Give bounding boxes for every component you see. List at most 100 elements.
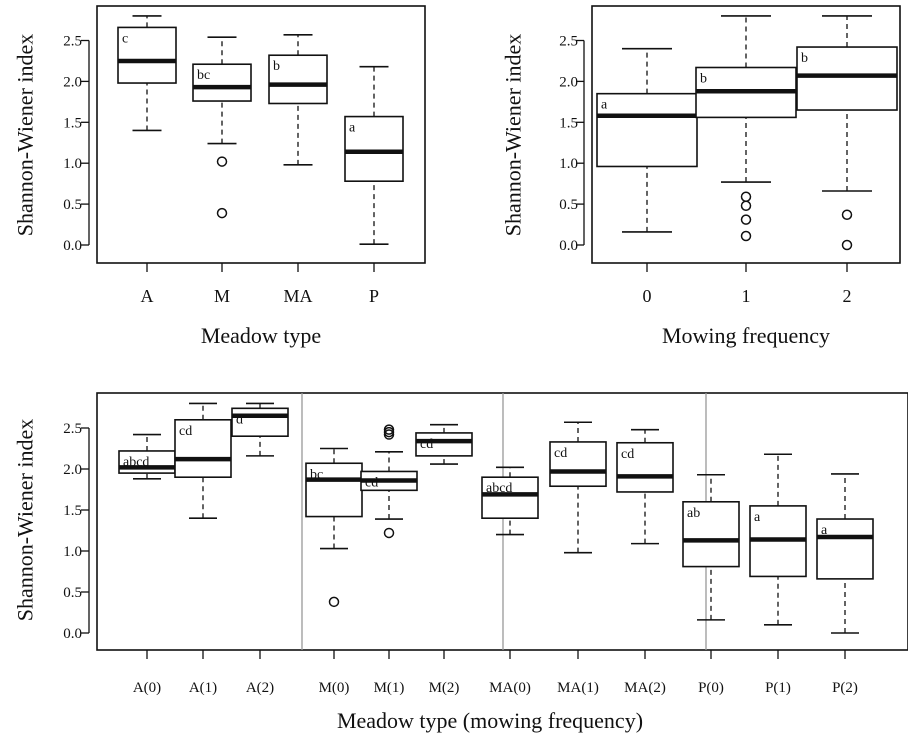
significance-letter: cd (621, 447, 634, 462)
box-M(2): cd (415, 423, 473, 465)
x-tick-label: A (141, 286, 154, 306)
box-P(1): a (749, 453, 807, 626)
box-rect (268, 54, 328, 105)
y-tick-label: 2.5 (63, 34, 82, 50)
box-MA: b (268, 33, 328, 166)
box-P(2): a (816, 473, 874, 634)
significance-letter: b (801, 51, 808, 66)
x-tick-label: P(0) (698, 680, 724, 696)
outlier-point (216, 207, 228, 219)
y-axis-title: Shannon-Wiener index (13, 34, 38, 237)
significance-letter: a (821, 523, 828, 538)
y-tick-label: 0.5 (63, 197, 82, 213)
box-MA(1): cd (549, 421, 607, 554)
significance-letter: a (349, 121, 356, 136)
y-tick-label: 1.5 (63, 503, 82, 519)
x-tick-label: A(0) (133, 680, 161, 696)
box-rect (192, 63, 252, 102)
significance-letter: b (273, 59, 280, 74)
outlier-point (740, 230, 752, 242)
box-rect (117, 26, 177, 84)
y-tick-label: 1.0 (63, 156, 82, 172)
box-rect (305, 462, 363, 518)
significance-letter: abcd (123, 455, 149, 470)
x-axis-title: Mowing frequency (662, 323, 830, 348)
x-tick-label: A(2) (246, 680, 274, 696)
plot-frame (96, 5, 426, 264)
chart-panel-3: 0.0 0.5 1.0 1.5 2.0 2.5 Shannon-Wiener index A(… (13, 392, 908, 733)
y-tick-label: 2.0 (63, 462, 82, 478)
y-tick-label: 1.5 (559, 115, 578, 131)
box-1: b (695, 15, 797, 242)
y-tick-label: 2.5 (63, 421, 82, 437)
y-tick-label: 1.5 (63, 115, 82, 131)
box-rect (415, 432, 473, 457)
box-rect (596, 92, 698, 168)
x-tick-label: MA(1) (557, 680, 599, 696)
box-A(2): d (231, 402, 289, 457)
x-tick-label: P(1) (765, 680, 791, 696)
box-M(0): bc (305, 447, 363, 608)
outlier-point (740, 191, 752, 202)
x-tick-label: MA(2) (624, 680, 666, 696)
significance-letter: b (700, 71, 707, 86)
significance-letter: a (601, 98, 608, 113)
box-rect (549, 441, 607, 488)
box-A(0): abcd (118, 433, 176, 480)
box-MA(2): cd (616, 428, 674, 545)
significance-letter: c (122, 31, 128, 46)
significance-letter: bc (197, 68, 210, 83)
box-M: bc (192, 36, 252, 219)
outlier-point (841, 209, 853, 220)
significance-letter: cd (365, 475, 378, 490)
box-rect (796, 46, 898, 111)
significance-letter: cd (420, 437, 433, 452)
outlier-point (383, 429, 395, 440)
x-tick-label: MA(0) (489, 680, 531, 696)
y-tick-label: 0.0 (559, 238, 578, 254)
y-tick-label: 2.5 (559, 34, 578, 50)
chart-panel-1: 0.0 0.5 1.0 1.5 2.0 2.5 Shannon-Wiener index A M… (13, 5, 426, 348)
box-P: a (344, 65, 404, 245)
y-tick-label: 0.0 (63, 626, 82, 642)
significance-letter: ab (687, 506, 700, 521)
x-tick-label: P (369, 286, 379, 306)
y-tick-label: 2.0 (63, 74, 82, 90)
box-P(0): ab (682, 473, 740, 621)
outlier-point (216, 156, 228, 167)
box-A: c (117, 15, 177, 132)
x-tick-label: 2 (843, 286, 852, 306)
significance-letter: bc (310, 467, 323, 482)
y-tick-label: 0.5 (63, 585, 82, 601)
x-tick-label: M(1) (374, 680, 405, 696)
significance-letter: abcd (486, 481, 512, 496)
box-rect (231, 407, 289, 438)
y-axis-title: Shannon-Wiener index (13, 419, 38, 622)
significance-letter: d (236, 412, 243, 427)
significance-letter: cd (179, 424, 192, 439)
box-M(1): cd (360, 424, 418, 539)
x-tick-label: MA (283, 286, 312, 306)
outlier-point (740, 200, 752, 211)
y-tick-label: 1.0 (559, 156, 578, 172)
outlier-point (328, 596, 340, 608)
x-tick-label: M (214, 286, 230, 306)
x-tick-label: P(2) (832, 680, 858, 696)
x-tick-label: A(1) (189, 680, 217, 696)
y-axis-title: Shannon-Wiener index (501, 34, 526, 237)
x-axis-title: Meadow type (mowing frequency) (337, 708, 643, 733)
y-tick-label: 2.0 (559, 74, 578, 90)
box-MA(0): abcd (481, 466, 539, 536)
x-tick-label: 1 (742, 286, 751, 306)
x-tick-label: M(0) (319, 680, 350, 696)
y-tick-label: 0.5 (559, 197, 578, 213)
box-rect (816, 518, 874, 580)
significance-letter: cd (554, 446, 567, 461)
outlier-point (841, 239, 853, 251)
outlier-point (383, 527, 395, 539)
box-rect (344, 115, 404, 182)
box-A(1): cd (174, 402, 232, 520)
significance-letter: a (754, 510, 761, 525)
box-rect (616, 441, 674, 493)
